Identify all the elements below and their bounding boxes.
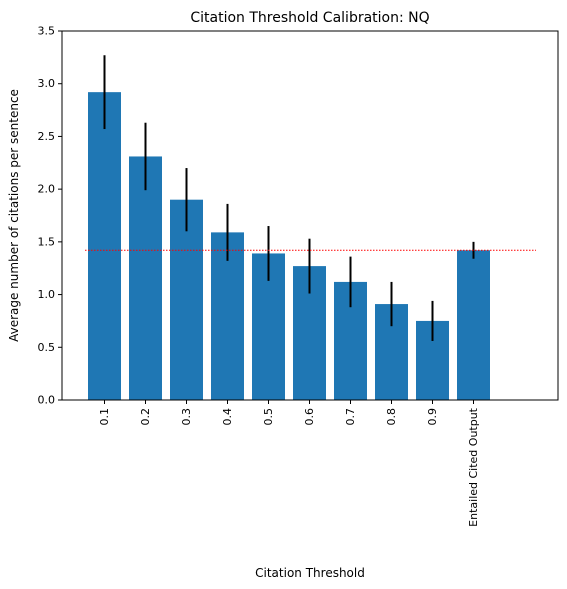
- x-tick-label-3: 0.4: [221, 408, 234, 426]
- chart-title: Citation Threshold Calibration: NQ: [190, 10, 429, 26]
- x-tick-label-5: 0.6: [303, 408, 316, 426]
- bar-2: [170, 199, 203, 400]
- x-tick-label-6: 0.7: [344, 408, 357, 426]
- y-axis: 0.0 0.5 1.0 1.5 2.0 2.5 3.0 3.5: [38, 25, 62, 407]
- x-axis-label: Citation Threshold: [255, 566, 365, 580]
- y-tick-label-1: 0.5: [38, 341, 56, 354]
- y-tick-label-3: 1.5: [38, 235, 56, 248]
- x-tick-label-8: 0.9: [426, 408, 439, 426]
- y-axis-label: Average number of citations per sentence: [7, 89, 21, 342]
- bar-9: [457, 250, 490, 400]
- y-tick-label-0: 0.0: [38, 394, 56, 407]
- bars-layer: [88, 92, 490, 401]
- x-tick-label-2: 0.3: [180, 408, 193, 426]
- x-axis: 0.1 0.2 0.3 0.4 0.5 0.6 0.7 0.8 0.9 Entailed Cite…: [98, 400, 480, 527]
- y-tick-label-4: 2.0: [38, 183, 56, 196]
- x-tick-label-7: 0.8: [385, 408, 398, 426]
- bar-1: [129, 156, 162, 400]
- x-tick-label-9: Entailed Cited Output: [467, 407, 480, 527]
- bar-0: [88, 92, 121, 401]
- y-tick-label-5: 2.5: [38, 130, 56, 143]
- y-tick-label-2: 1.0: [38, 288, 56, 301]
- x-tick-label-4: 0.5: [262, 408, 275, 426]
- x-tick-label-1: 0.2: [139, 408, 152, 426]
- y-tick-label-6: 3.0: [38, 77, 56, 90]
- x-tick-label-0: 0.1: [98, 408, 111, 426]
- y-tick-label-7: 3.5: [38, 25, 56, 38]
